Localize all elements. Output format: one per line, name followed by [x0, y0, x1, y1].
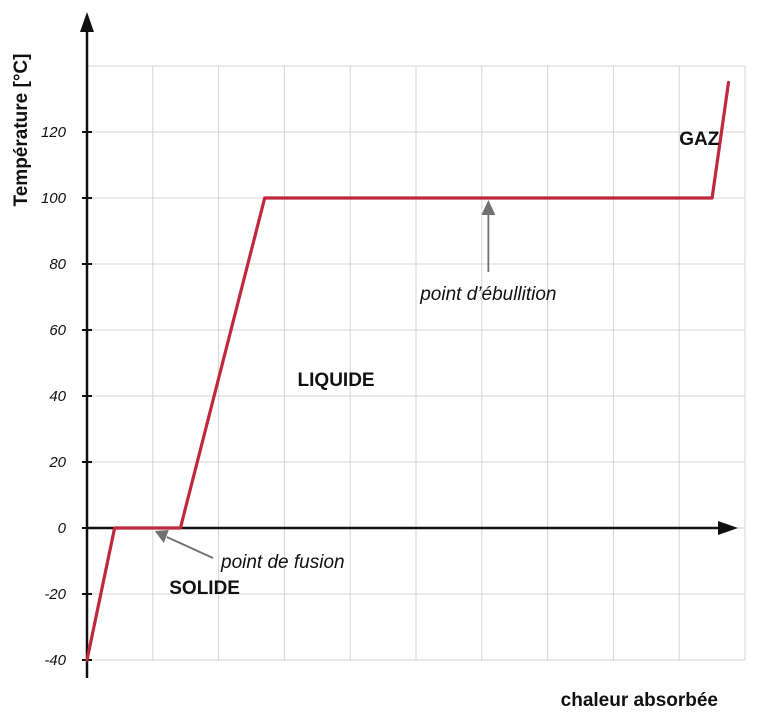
- x-axis-title: chaleur absorbée: [561, 690, 718, 711]
- y-tick-label: 60: [49, 322, 66, 339]
- axes: [80, 12, 738, 678]
- series: [85, 80, 731, 662]
- annotation-arrow-line: [166, 536, 214, 559]
- y-tick-labels: -40 -20 0 20 40 60 80 100 120: [41, 124, 67, 669]
- series-line: [85, 80, 731, 662]
- x-axis-arrowhead: [718, 521, 738, 535]
- y-tick-label: 40: [49, 388, 66, 405]
- y-tick-label: 0: [58, 520, 67, 537]
- annotation-label: point d’ébullition: [419, 284, 556, 305]
- phase-label: SOLIDE: [169, 578, 240, 599]
- phase-label: LIQUIDE: [298, 370, 375, 391]
- annotation-arrowhead: [481, 200, 496, 215]
- y-tick-label: 20: [48, 454, 66, 471]
- y-tick-label: 80: [49, 256, 66, 273]
- y-axis-title: Température [°C]: [11, 54, 32, 207]
- annotation-label: point de fusion: [220, 552, 345, 573]
- annotations: point de fusion point d’ébullition: [154, 200, 557, 573]
- y-tick-label: 120: [41, 124, 67, 141]
- grid: [86, 65, 746, 661]
- y-axis-arrowhead: [80, 12, 94, 32]
- annotation-arrowhead: [154, 530, 169, 543]
- y-tick-label: -20: [44, 586, 66, 603]
- y-tick-label: 100: [41, 190, 67, 207]
- phase-label: GAZ: [679, 129, 720, 150]
- phase-labels: SOLIDE LIQUIDE GAZ: [169, 129, 719, 599]
- y-tick-label: -40: [44, 652, 66, 669]
